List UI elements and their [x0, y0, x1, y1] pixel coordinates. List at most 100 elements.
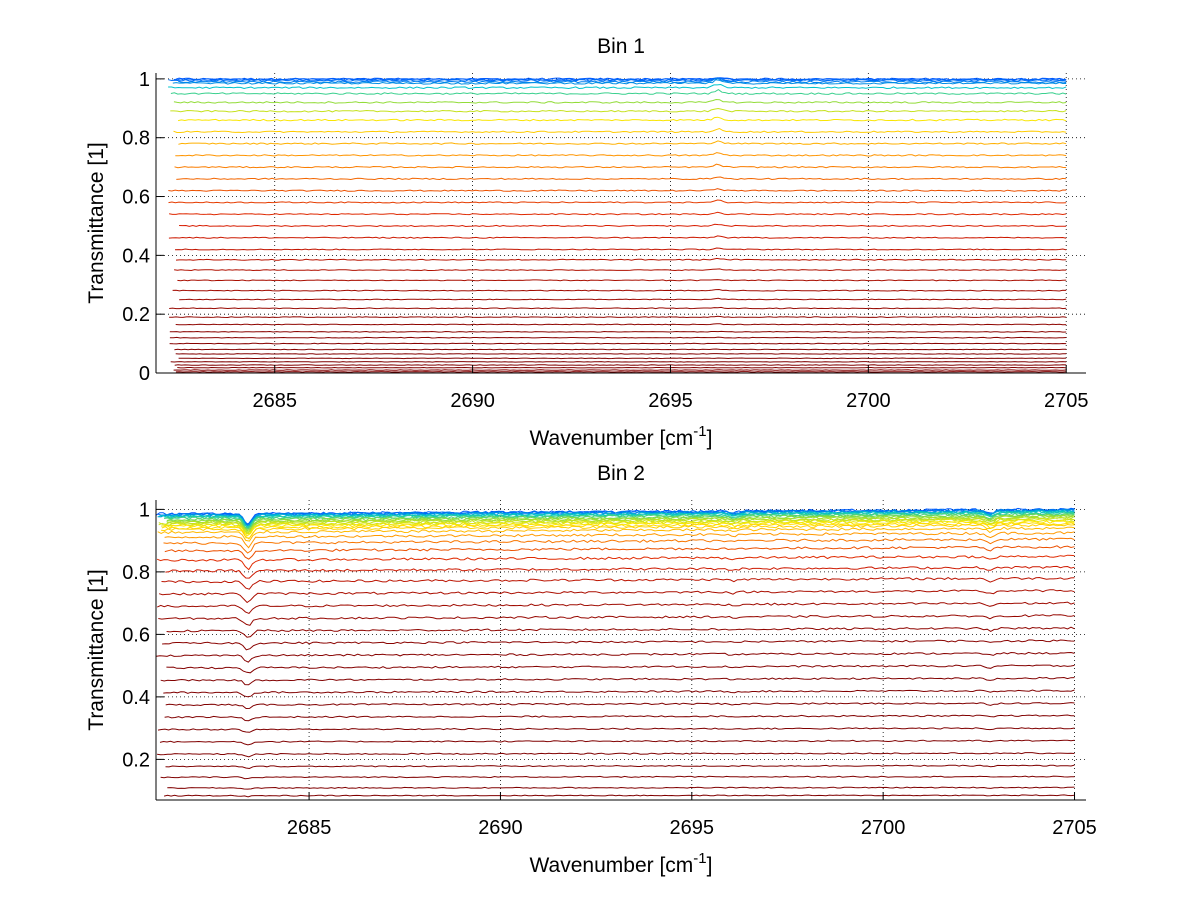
x-tick-label: 2705: [1052, 817, 1097, 839]
series-line: [163, 537, 1075, 554]
x-axis-title-end: ]: [707, 427, 713, 450]
series-line: [170, 88, 1067, 95]
series-line: [179, 223, 1067, 228]
series-line: [172, 288, 1067, 292]
series-line: [160, 775, 1075, 780]
series-line: [160, 676, 1075, 686]
series-line: [168, 235, 1067, 239]
x-tick-label: 2700: [861, 817, 906, 839]
x-axis-title-end: ]: [707, 854, 713, 877]
y-tick-label: 0.8: [122, 562, 150, 584]
series-line: [169, 315, 1067, 319]
series-line: [166, 664, 1075, 674]
series-line: [173, 98, 1067, 104]
series-line: [168, 188, 1067, 192]
series-line: [169, 330, 1067, 333]
series-line: [161, 576, 1075, 590]
series-line: [177, 116, 1067, 122]
series-line: [175, 152, 1067, 157]
x-tick-label: 2705: [1044, 390, 1089, 412]
series-line: [166, 515, 1075, 532]
x-tick-label: 2700: [846, 390, 891, 412]
series-line: [158, 517, 1075, 533]
series-line: [169, 306, 1067, 310]
series-line: [157, 752, 1075, 758]
x-axis-title: Wavenumber [cm-1]: [530, 850, 713, 877]
series-line: [162, 639, 1075, 651]
x-tick-label: 2690: [478, 817, 523, 839]
x-tick-label: 2690: [450, 390, 495, 412]
series-line: [159, 739, 1075, 746]
series-line: [167, 786, 1075, 790]
series-line: [170, 361, 1067, 363]
y-tick-label: 0.4: [122, 245, 150, 267]
series-line: [163, 689, 1075, 698]
subplot-2: 2685 2690 2695 2700 2705 0.2 0.4 0.6 0.8 1 Bin 2 Wa…: [85, 462, 1097, 877]
series-line: [169, 342, 1067, 345]
series-line: [158, 589, 1075, 604]
series-group: [156, 507, 1075, 798]
series-line: [175, 353, 1067, 355]
series-line: [175, 371, 1067, 373]
y-tick-label: 0.8: [122, 128, 150, 150]
series-line: [163, 794, 1075, 798]
y-tick-label: 0.4: [122, 687, 150, 709]
series-line: [161, 523, 1075, 540]
series-line: [158, 614, 1075, 626]
x-tick-label: 2695: [648, 390, 693, 412]
series-line: [172, 79, 1067, 85]
series-line: [174, 163, 1067, 169]
series-line: [178, 357, 1067, 360]
series-line: [177, 279, 1067, 282]
series-line: [164, 512, 1075, 529]
series-line: [175, 257, 1067, 261]
series-line: [176, 176, 1067, 181]
series-line: [173, 127, 1067, 134]
x-tick-label: 2695: [670, 817, 715, 839]
x-tick-label: 2685: [287, 817, 332, 839]
x-axis-title-sup: -1: [693, 850, 706, 867]
y-axis-title: Transmittance [1]: [85, 569, 108, 730]
series-line: [165, 764, 1075, 770]
x-axis-title: Wavenumber [cm-1]: [530, 423, 713, 450]
series-line: [164, 510, 1075, 529]
series-line: [156, 651, 1075, 663]
y-tick-label: 1: [139, 499, 150, 521]
x-axis-title-main: Wavenumber [cm: [530, 427, 694, 450]
series-line: [156, 601, 1075, 615]
y-axis-title: Transmittance [1]: [85, 142, 108, 303]
y-tick-label: 0.6: [122, 624, 150, 646]
series-line: [169, 211, 1067, 216]
plot-title: Bin 2: [597, 462, 645, 485]
series-line: [174, 247, 1067, 251]
series-group: [168, 77, 1067, 373]
series-line: [165, 565, 1075, 579]
series-line: [168, 83, 1067, 90]
y-tick-label: 0.2: [122, 749, 150, 771]
series-line: [179, 297, 1067, 301]
series-line: [164, 531, 1075, 549]
plot-title: Bin 1: [597, 35, 645, 58]
series-line: [166, 626, 1075, 638]
series-line: [157, 526, 1075, 542]
series-line: [168, 77, 1067, 82]
series-line: [175, 323, 1067, 326]
series-line: [164, 714, 1075, 722]
x-tick-label: 2685: [252, 390, 297, 412]
series-line: [174, 364, 1067, 366]
series-line: [174, 268, 1067, 272]
y-tick-label: 0: [139, 363, 150, 385]
x-axis-title-sup: -1: [693, 423, 706, 440]
series-line: [164, 545, 1075, 560]
series-line: [157, 727, 1075, 733]
series-line: [156, 554, 1075, 571]
x-axis-title-main: Wavenumber [cm: [530, 854, 694, 877]
subplot-1: 2685 2690 2695 2700 2705 0 0.2 0.4 0.6 0.8 1 Bin 1 W…: [85, 35, 1088, 450]
series-line: [168, 199, 1067, 204]
series-line: [165, 702, 1075, 710]
y-tick-label: 0.2: [122, 304, 150, 326]
series-line: [178, 140, 1067, 145]
series-line: [169, 336, 1067, 339]
y-tick-label: 1: [139, 69, 150, 91]
